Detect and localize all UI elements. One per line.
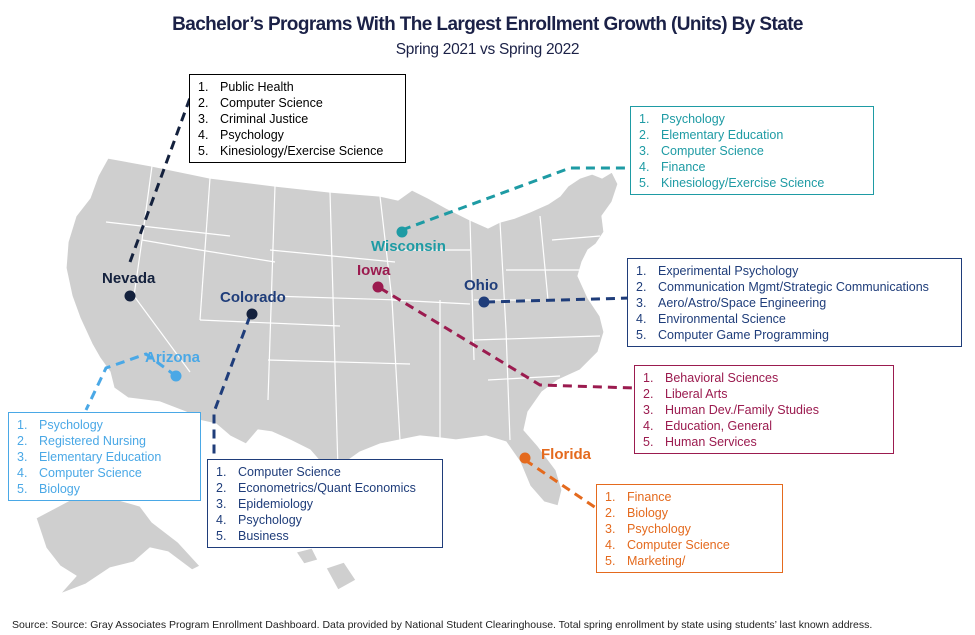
state-borders <box>105 165 601 471</box>
iowa-connector <box>379 286 635 390</box>
list-item: 5. Business <box>216 529 289 543</box>
ohio-program-list: 1. Experimental Psychology 2. Communicatio… <box>627 258 962 347</box>
list-item: 5. Kinesiology/Exercise Science <box>639 176 825 190</box>
hawaii-shape <box>295 547 319 565</box>
arizona-label: Arizona <box>145 349 201 366</box>
colorado-label: Colorado <box>220 289 286 306</box>
nevada-program-list: 1. Public Health 2. Computer Science 3. Cri… <box>189 74 406 163</box>
list-item: 1. Finance <box>605 490 672 504</box>
florida-label: Florida <box>541 446 592 463</box>
connector-lines <box>84 97 635 510</box>
ohio-label: Ohio <box>464 277 499 294</box>
list-item: 5. Marketing/ <box>605 554 686 568</box>
source-note: Source: Source: Gray Associates Program … <box>12 619 873 631</box>
list-item: 1. Behavioral Sciences <box>643 371 779 385</box>
list-item: 4. Computer Science <box>17 466 142 480</box>
list-item: 1. Public Health <box>198 80 294 94</box>
arizona-program-list: 1. Psychology 2. Registered Nursing 3. Elem… <box>8 412 201 501</box>
wisconsin-program-list: 1. Psychology 2. Elementary Education 3. Co… <box>630 106 874 195</box>
colorado-connector <box>212 315 252 460</box>
list-item: 4. Computer Science <box>605 538 730 552</box>
arizona-dot <box>170 370 182 382</box>
list-item: 4. Environmental Science <box>636 312 786 326</box>
list-item: 2. Communication Mgmt/Strategic Communica… <box>636 280 929 294</box>
list-item: 5. Kinesiology/Exercise Science <box>198 144 384 158</box>
list-item: 5. Biology <box>17 482 80 496</box>
list-item: 1. Computer Science <box>216 465 341 479</box>
list-item: 1. Psychology <box>639 112 725 126</box>
list-item: 2. Econometrics/Quant Economics <box>216 481 416 495</box>
list-item: 4. Psychology <box>198 128 284 142</box>
nevada-label: Nevada <box>102 270 156 287</box>
us-map-shapes <box>35 157 619 595</box>
iowa-program-list: 1. Behavioral Sciences 2. Liberal Arts 3. H… <box>634 365 894 454</box>
list-item: 1. Experimental Psychology <box>636 264 799 278</box>
list-item: 4. Psychology <box>216 513 302 527</box>
list-item: 3. Epidemiology <box>216 497 314 511</box>
list-item: 5. Computer Game Programming <box>636 328 829 342</box>
list-item: 2. Liberal Arts <box>643 387 728 401</box>
alaska-shape <box>35 497 201 595</box>
arizona-connector <box>84 352 177 411</box>
list-item: 3. Criminal Justice <box>198 112 309 126</box>
state-markers <box>124 226 531 464</box>
list-item: 5. Human Services <box>643 435 757 449</box>
list-item: 3. Psychology <box>605 522 691 536</box>
florida-dot <box>519 452 531 464</box>
wisconsin-label: Wisconsin <box>371 238 446 255</box>
list-item: 2. Registered Nursing <box>17 434 146 448</box>
colorado-program-list: 1. Computer Science 2. Econometrics/Quant … <box>207 459 443 548</box>
list-item: 3. Human Dev./Family Studies <box>643 403 819 417</box>
chart-subtitle: Spring 2021 vs Spring 2022 <box>395 41 580 58</box>
list-item: 3. Computer Science <box>639 144 764 158</box>
list-item: 2. Computer Science <box>198 96 323 110</box>
list-item: 3. Elementary Education <box>17 450 162 464</box>
list-item: 4. Finance <box>639 160 706 174</box>
list-item: 4. Education, General <box>643 419 773 433</box>
list-item: 2. Biology <box>605 506 668 520</box>
colorado-dot <box>246 308 258 320</box>
wisconsin-dot <box>396 226 408 238</box>
list-item: 3. Aero/Astro/Space Engineering <box>636 296 827 310</box>
iowa-dot <box>372 281 384 293</box>
list-item: 2. Elementary Education <box>639 128 784 142</box>
wisconsin-connector <box>401 166 628 232</box>
florida-program-list: 1. Finance 2. Biology 3. Psychology 4. Compu… <box>596 484 783 573</box>
hawaii-shape <box>325 561 357 591</box>
ohio-dot <box>478 296 490 308</box>
chart-title: Bachelor’s Programs With The Largest Enr… <box>172 14 803 35</box>
iowa-label: Iowa <box>357 262 391 279</box>
list-item: 1. Psychology <box>17 418 103 432</box>
contiguous-us-shape <box>65 157 619 507</box>
nevada-dot <box>124 290 136 302</box>
ohio-connector <box>485 296 633 304</box>
